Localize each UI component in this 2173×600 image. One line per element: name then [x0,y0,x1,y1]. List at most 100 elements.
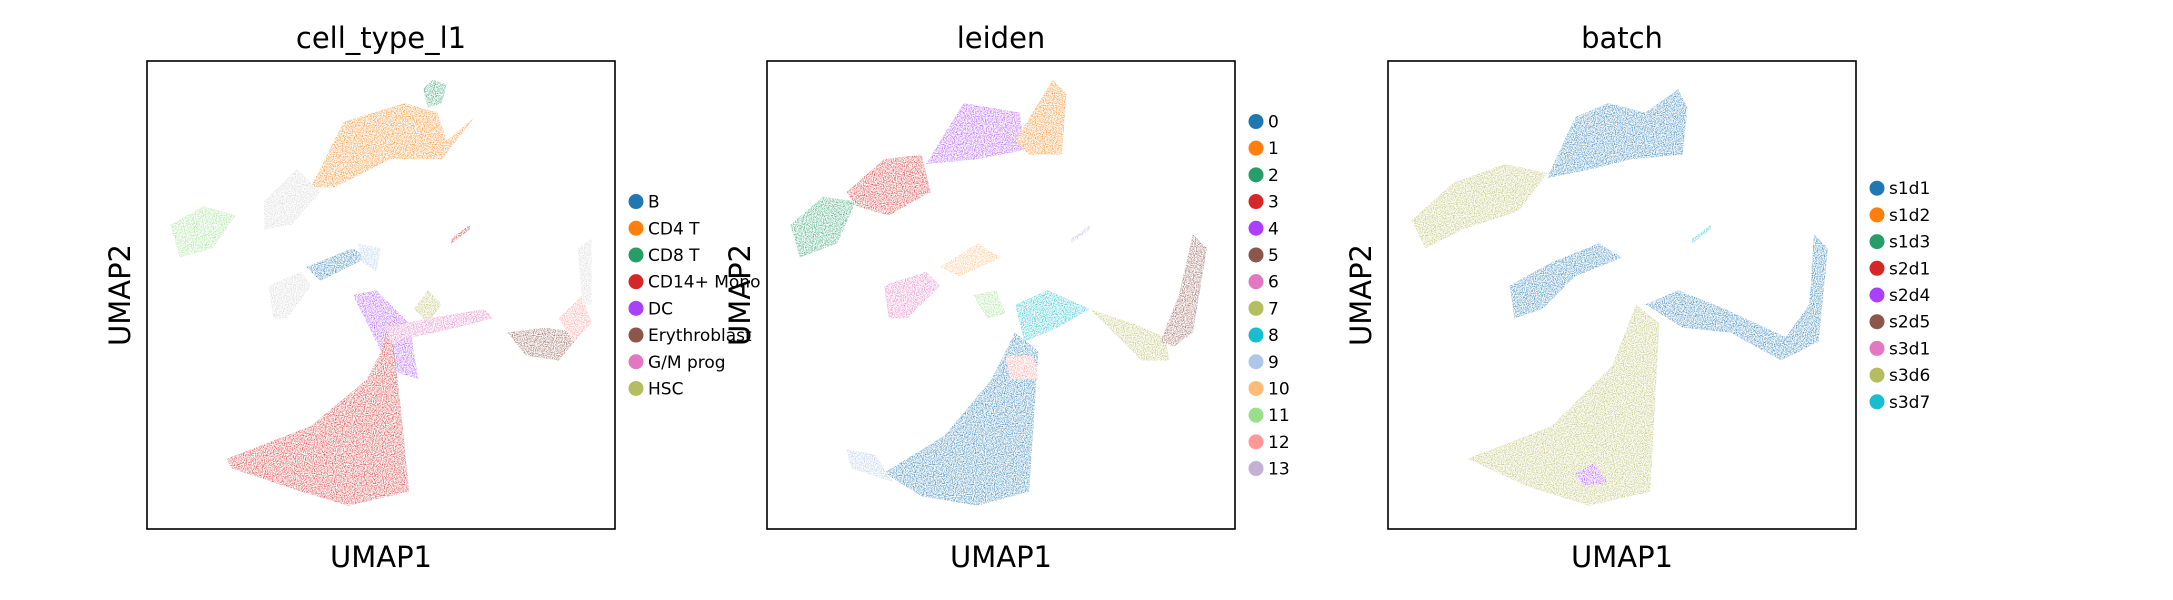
point-cluster-4 [940,243,1001,277]
legend-marker [628,327,644,343]
legend-marker [628,220,644,236]
x-axis-label: UMAP1 [1571,540,1673,574]
point-cluster-6 [972,290,1006,319]
point-cluster-9 [846,449,894,483]
point-cluster-13 [1071,224,1090,244]
x-axis-label: UMAP1 [330,540,432,574]
y-axis-label: UMAP2 [723,244,757,346]
legend-label: s1d1 [1889,179,1930,199]
axes-frame [146,60,616,530]
point-cluster-4 [1467,304,1660,506]
legend-label: 7 [1268,299,1279,319]
legend-marker [1248,274,1264,290]
legend-label: HSC [648,379,683,399]
point-cluster-0 [1547,89,1688,178]
legend-label: s2d4 [1889,286,1930,306]
legend-marker [628,354,644,370]
point-cluster-5 [1575,463,1608,487]
panel-title: batch [1581,21,1663,55]
legend-marker [1248,300,1264,316]
legend-marker [1248,220,1264,236]
point-cluster-10 [385,309,494,342]
legend-label: s1d3 [1889,233,1930,253]
point-cluster-7 [352,290,419,380]
panel-title: leiden [957,21,1046,55]
point-cluster-6 [268,271,311,319]
legend-label: 11 [1268,406,1290,426]
legend-label: Erythroblast [648,326,752,346]
panel-title: cell_type_l1 [296,21,466,55]
scatter-points [170,79,592,506]
umap-panel-2: batchUMAP1UMAP2s1d1s1d2s1d3s2d1s2d4s2d5s… [1344,21,1930,574]
scatter-points [790,79,1207,506]
point-cluster-1 [1015,79,1067,155]
legend-marker [628,274,644,290]
point-cluster-10 [1005,355,1039,380]
legend-label: 4 [1268,219,1279,239]
legend-label: s2d5 [1889,313,1930,333]
legend-marker [1869,180,1885,196]
legend-label: s3d7 [1889,393,1930,413]
point-cluster-3 [790,196,856,258]
legend-marker [1869,340,1885,356]
legend: B CD4 T CD8 T CD14+ Mono DC Erythroblast G/M p… [628,193,760,399]
x-axis-label: UMAP1 [950,540,1052,574]
legend-marker [1869,260,1885,276]
legend-label: 13 [1268,460,1290,480]
legend-label: s3d6 [1889,366,1930,386]
point-cluster-5 [884,271,941,319]
legend-marker [1248,434,1264,450]
point-cluster-0 [926,103,1025,164]
point-cluster-4 [306,248,367,281]
point-cluster-13 [577,238,592,305]
legend-marker [1248,167,1264,183]
legend-label: G/M prog [648,353,726,373]
legend-label: 10 [1268,379,1290,399]
legend-label: CD4 T [648,219,700,239]
legend-label: s2d1 [1889,259,1930,279]
legend-marker [1248,140,1264,156]
legend-marker [1248,354,1264,370]
legend-label: 2 [1268,166,1279,186]
legend-label: s1d2 [1889,206,1930,226]
legend-marker [1248,461,1264,477]
scatter-points [1411,89,1828,506]
legend-marker [1248,380,1264,396]
legend-marker [1869,207,1885,223]
legend-marker [1869,394,1885,410]
point-cluster-3 [170,206,236,258]
legend-label: 9 [1268,353,1279,373]
legend-marker [1248,407,1264,423]
legend-marker [1248,194,1264,210]
point-cluster-2 [264,168,321,230]
y-axis-label: UMAP2 [103,244,137,346]
legend-label: 6 [1268,273,1279,293]
legend-label: 12 [1268,433,1290,453]
point-cluster-11 [1089,309,1170,361]
point-cluster-1 [1411,164,1548,249]
point-cluster-3 [1645,234,1828,361]
legend-label: 8 [1268,326,1279,346]
legend-marker [628,380,644,396]
legend-marker [628,300,644,316]
legend-label: DC [648,299,673,319]
legend-label: 0 [1268,112,1279,132]
point-cluster-8 [884,332,1039,506]
legend-label: 1 [1268,139,1279,159]
umap-panel-0: cell_type_l1 UMAP1 UMAP2 B CD4 T CD8 T CD14+ M… [103,21,760,574]
point-cluster-11 [507,327,583,361]
legend-label: CD14+ Mono [648,273,760,293]
point-cluster-12 [558,295,592,342]
point-cluster-6 [1692,224,1711,244]
axes-frame [766,60,1236,530]
point-cluster-2 [846,154,931,216]
point-cluster-0 [310,103,475,188]
legend-marker [1869,234,1885,250]
legend-label: CD8 T [648,246,700,266]
legend-marker [1869,287,1885,303]
point-cluster-2 [1509,243,1622,319]
legend-marker [628,194,644,210]
